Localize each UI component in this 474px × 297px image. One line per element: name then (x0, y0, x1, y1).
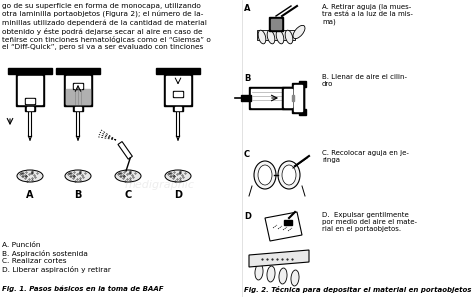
Text: B: B (74, 190, 82, 200)
Text: D. Liberar aspiración y retirar: D. Liberar aspiración y retirar (2, 266, 111, 273)
Bar (27, 107, 33, 110)
Ellipse shape (279, 268, 287, 284)
Bar (56, 68, 100, 74)
Polygon shape (249, 250, 309, 267)
Polygon shape (265, 212, 302, 241)
Bar (241, 95, 251, 101)
Text: medigraphic: medigraphic (125, 180, 195, 190)
Ellipse shape (267, 30, 275, 44)
Bar (18, 76, 42, 104)
Bar (73, 106, 83, 111)
Bar (271, 19, 281, 29)
Bar (299, 81, 306, 87)
Text: el “Diff-Quick”, pero si va a ser evaluado con tinciones: el “Diff-Quick”, pero si va a ser evalua… (2, 44, 203, 50)
Polygon shape (118, 142, 132, 159)
Bar (25, 98, 35, 104)
Text: obtenido y éste podrá dejarse secar al aire en caso de: obtenido y éste podrá dejarse secar al a… (2, 28, 202, 34)
Bar (75, 107, 81, 110)
Bar (269, 17, 283, 31)
Ellipse shape (285, 30, 293, 44)
Bar (292, 95, 294, 101)
Bar (16, 74, 44, 106)
Bar (284, 89, 292, 107)
Bar (164, 74, 192, 106)
Text: C. Realizar cortes: C. Realizar cortes (2, 258, 66, 264)
Text: B: B (244, 74, 250, 83)
Ellipse shape (254, 161, 276, 189)
Bar (25, 106, 35, 111)
Text: Fig. 1. Pasos básicos en la toma de BAAF: Fig. 1. Pasos básicos en la toma de BAAF (2, 286, 164, 293)
Ellipse shape (258, 30, 266, 44)
Ellipse shape (278, 161, 300, 189)
Text: otra laminilla portaobjetos (Figura 2); el número de la-: otra laminilla portaobjetos (Figura 2); … (2, 11, 203, 18)
Text: Fig. 2. Técnica para depositar el material en portaobjetos: Fig. 2. Técnica para depositar el materi… (244, 286, 471, 293)
Ellipse shape (17, 170, 43, 182)
Text: A. Punción: A. Punción (2, 242, 40, 248)
Bar (251, 89, 302, 107)
Text: A. Retirar aguja (la mues-
tra está a la luz de la mis-
ma): A. Retirar aguja (la mues- tra está a la… (322, 4, 413, 25)
Bar (166, 76, 190, 104)
Bar (73, 83, 83, 89)
Text: C: C (244, 150, 250, 159)
Bar (292, 83, 304, 113)
Ellipse shape (282, 165, 296, 185)
Text: go de su superficie en forma de monocapa, utilizando: go de su superficie en forma de monocapa… (2, 3, 201, 9)
Bar (282, 87, 292, 109)
Bar (66, 76, 90, 104)
Bar (173, 91, 183, 97)
Text: C: C (124, 190, 132, 200)
Ellipse shape (165, 170, 191, 182)
Bar (284, 220, 292, 225)
Ellipse shape (293, 25, 305, 39)
Text: minillas utilizado dependerá de la cantidad de material: minillas utilizado dependerá de la canti… (2, 19, 207, 26)
Bar (8, 68, 52, 74)
Text: A: A (26, 190, 34, 200)
Bar (249, 87, 304, 109)
Bar (26, 99, 34, 103)
Bar (174, 92, 182, 97)
Bar (74, 83, 82, 88)
Text: B. Aspiración sostenida: B. Aspiración sostenida (2, 250, 88, 257)
Bar (294, 85, 302, 111)
Text: B. Llenar de aire el cilin-
dro: B. Llenar de aire el cilin- dro (322, 74, 407, 87)
Ellipse shape (276, 30, 284, 44)
Bar (66, 89, 90, 104)
Bar (64, 74, 92, 106)
Ellipse shape (65, 170, 91, 182)
Bar (284, 89, 292, 107)
Ellipse shape (258, 165, 272, 185)
Text: D: D (174, 190, 182, 200)
Bar (257, 30, 295, 40)
Text: C. Recolocar aguja en je-
ringa: C. Recolocar aguja en je- ringa (322, 150, 409, 163)
Ellipse shape (291, 270, 299, 286)
Ellipse shape (255, 264, 263, 280)
Text: A: A (244, 4, 250, 13)
Bar (299, 109, 306, 115)
Text: D: D (244, 212, 251, 221)
Bar (173, 106, 183, 111)
Bar (175, 107, 181, 110)
Ellipse shape (115, 170, 141, 182)
Text: D.  Expulsar gentilmente
por medio del aire el mate-
rial en el portaobjetos.: D. Expulsar gentilmente por medio del ai… (322, 212, 417, 232)
Ellipse shape (267, 266, 275, 282)
Bar (156, 68, 200, 74)
Text: teñirse con tinciones hematológicas como el “Giemsa” o: teñirse con tinciones hematológicas como… (2, 36, 211, 43)
